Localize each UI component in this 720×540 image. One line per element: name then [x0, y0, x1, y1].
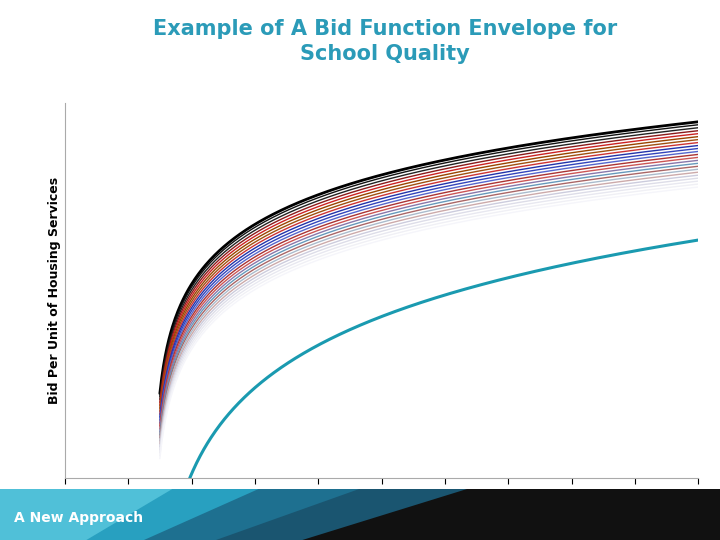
- Polygon shape: [0, 489, 259, 540]
- Text: Example of A Bid Function Envelope for
School Quality: Example of A Bid Function Envelope for S…: [153, 19, 617, 64]
- Text: A New Approach: A New Approach: [14, 511, 143, 525]
- Polygon shape: [0, 489, 360, 540]
- Polygon shape: [0, 489, 173, 540]
- Polygon shape: [0, 489, 468, 540]
- Y-axis label: Bid Per Unit of Housing Services: Bid Per Unit of Housing Services: [48, 177, 60, 404]
- X-axis label: Percent Passing: Percent Passing: [312, 505, 451, 521]
- Polygon shape: [0, 489, 720, 540]
